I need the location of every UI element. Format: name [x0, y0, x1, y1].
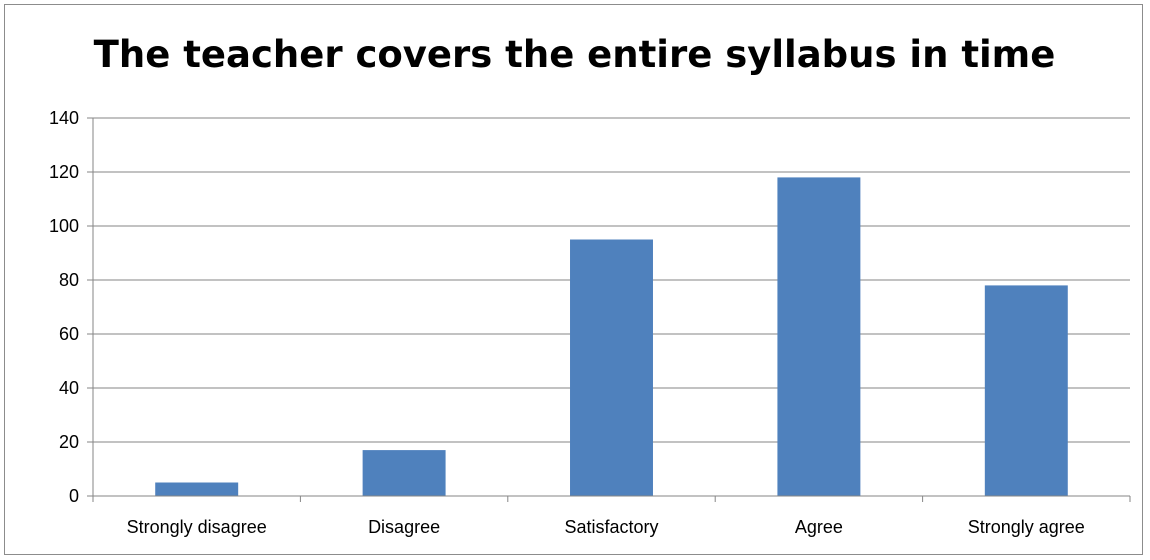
y-tick-labels: 0 20 40 60 80 100 120 140 — [49, 108, 79, 506]
bar — [777, 177, 861, 496]
bars — [92, 177, 1131, 502]
y-tick-label: 80 — [59, 270, 79, 290]
x-tick-labels: Strongly disagree Disagree Satisfactory Agr… — [127, 517, 1085, 537]
y-tick-label: 140 — [49, 108, 79, 128]
axes — [92, 118, 1130, 497]
y-tick-label: 120 — [49, 162, 79, 182]
y-tick-label: 20 — [59, 432, 79, 452]
chart-title: The teacher covers the entire syllabus i… — [93, 33, 1056, 76]
y-tick-label: 40 — [59, 378, 79, 398]
x-tick-label: Strongly disagree — [127, 517, 267, 537]
bar — [570, 239, 653, 496]
y-tick-label: 100 — [49, 216, 79, 236]
bar — [155, 482, 239, 496]
y-tick-label: 60 — [59, 324, 79, 344]
y-tick-label: 0 — [69, 486, 79, 506]
bar — [984, 285, 1068, 496]
x-tick-label: Satisfactory — [564, 517, 658, 537]
x-tick-label: Strongly agree — [968, 517, 1085, 537]
bar — [362, 450, 446, 496]
x-tick-label: Disagree — [368, 517, 440, 537]
x-tick-label: Agree — [795, 517, 843, 537]
